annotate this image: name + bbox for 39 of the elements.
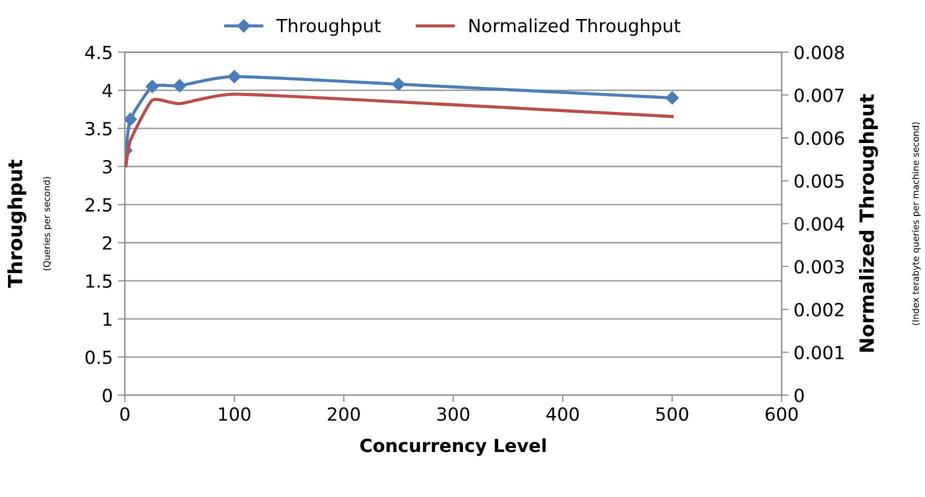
y-tick-label: 1 (104, 312, 112, 326)
x-axis-title: Concurrency Level (360, 438, 546, 456)
y-tick-label: 4 (102, 84, 112, 98)
y-tick-label: 3.5 (86, 122, 112, 136)
y-tick-label: 3 (102, 160, 112, 174)
point (666, 91, 679, 104)
point (146, 80, 159, 94)
y-tick-label: 0.5 (86, 350, 112, 364)
point (392, 78, 406, 91)
y-tick-label: 1.5 (86, 274, 112, 288)
text: (Index terabyte queries per machine second) (912, 122, 921, 325)
y2-axis-title: Normalized Throughput (859, 94, 878, 352)
y2-tick-label: 0 (794, 388, 804, 402)
y2-tick-label: 0.002 (794, 302, 844, 316)
point (124, 112, 137, 126)
y-tick-label: 2 (102, 236, 112, 250)
x-tick-label: 400 (546, 407, 579, 421)
legend-label: Throughput (276, 18, 381, 36)
y2-tick-label: 0.005 (794, 174, 844, 188)
x-tick-label: 300 (437, 407, 470, 421)
y2-tick-label: 0.006 (794, 131, 844, 146)
x-tick-label: 200 (328, 407, 360, 421)
legend-label: Normalized Throughput (470, 18, 680, 36)
x-tick-label: 500 (656, 407, 688, 421)
y2-tick-label: 0.007 (794, 88, 844, 102)
y-tick-label: 4.5 (85, 46, 112, 60)
y-axis-title: Throughput (7, 160, 26, 288)
y-tick-label: 2.5 (86, 198, 112, 212)
x-tick-label: 600 (766, 407, 798, 421)
point (228, 70, 241, 84)
x-tick-label: 0 (120, 407, 130, 421)
x-tick-label: 100 (219, 407, 250, 421)
point (173, 79, 186, 92)
y-tick-label: 0 (102, 388, 112, 402)
y2-tick-label: 0.008 (794, 46, 844, 60)
text: (Queries per second) (43, 177, 52, 270)
y2-tick-label: 0.003 (794, 260, 844, 274)
y2-tick-label: 0.001 (794, 346, 844, 360)
y2-tick-label: 0.004 (794, 217, 844, 231)
